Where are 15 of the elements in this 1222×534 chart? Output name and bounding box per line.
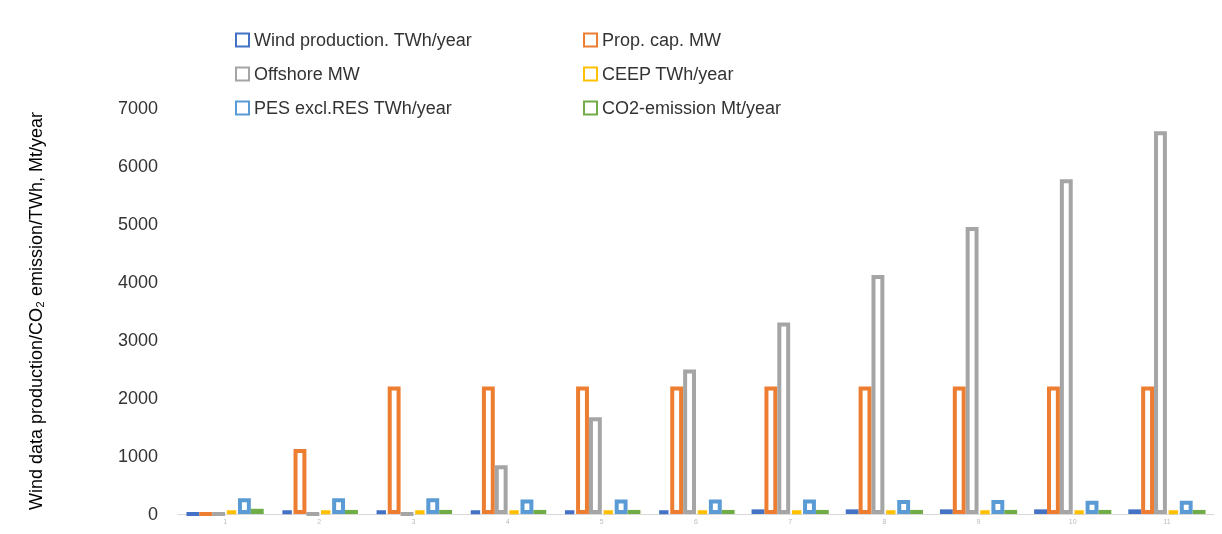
y-tick-label: 6000 — [117, 156, 158, 176]
legend-label: Wind production. TWh/year — [254, 30, 472, 50]
legend-label: CO2-emission Mt/year — [602, 98, 782, 118]
y-axis-title: Wind data production/CO₂ emission/TWh, Mt/year — [26, 111, 46, 511]
y-tick-label: 5000 — [117, 214, 158, 234]
y-tick-label: 2000 — [117, 388, 158, 408]
y-tick-label: 0 — [147, 504, 158, 524]
y-tick-label: 7000 — [117, 98, 158, 118]
legend-label: Prop. cap. MW — [602, 30, 722, 50]
y-tick-label: 4000 — [117, 272, 158, 292]
legend-label: Offshore MW — [254, 64, 360, 84]
y-tick-label: 3000 — [117, 330, 158, 350]
y-tick-label: 1000 — [117, 446, 158, 466]
legend-label: PES excl.RES TWh/year — [254, 98, 452, 118]
legend-label: CEEP TWh/year — [602, 64, 734, 84]
